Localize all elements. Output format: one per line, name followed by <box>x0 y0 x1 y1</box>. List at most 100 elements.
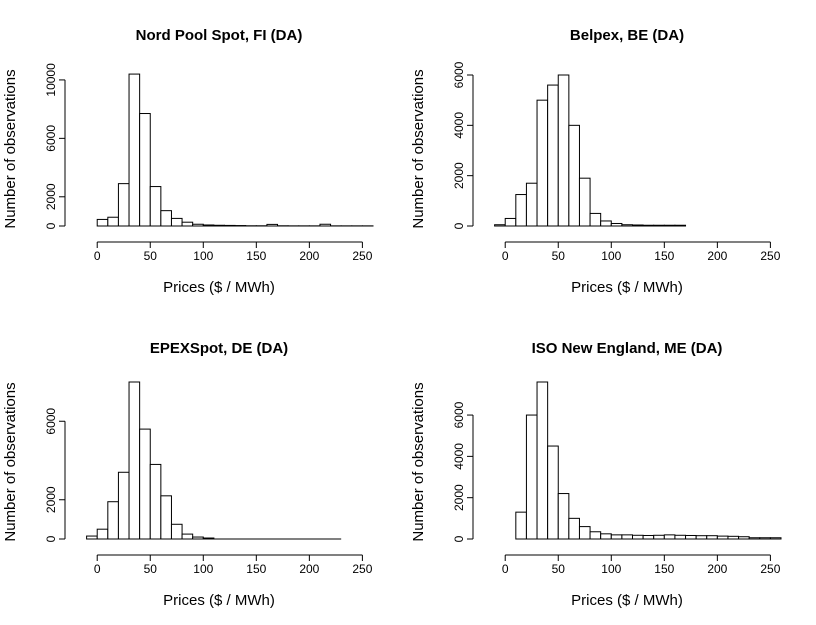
histogram-bar <box>107 216 119 227</box>
histogram-bar <box>213 224 225 227</box>
histogram-bar <box>663 224 676 227</box>
histogram-bar <box>568 124 580 227</box>
y-tick-label: 2000 <box>452 162 466 189</box>
y-tick-label: 2000 <box>452 484 466 511</box>
y-tick-label: 0 <box>452 535 466 542</box>
histogram-bar <box>547 445 559 540</box>
histogram-bar <box>600 220 612 227</box>
histogram-bar <box>117 471 130 540</box>
histogram-bar <box>738 536 750 540</box>
histogram-bar <box>663 534 676 540</box>
histogram-bar <box>181 533 194 540</box>
x-tick-label: 150 <box>246 249 266 263</box>
x-tick-label: 250 <box>760 562 780 576</box>
x-tick-label: 100 <box>601 249 621 263</box>
x-tick-label: 250 <box>352 249 372 263</box>
histogram-bar <box>653 534 665 540</box>
histogram-bar <box>515 194 527 227</box>
histogram-bar <box>160 210 172 227</box>
histogram-bar <box>557 493 570 540</box>
y-tick-label: 0 <box>44 535 58 542</box>
x-tick-label: 100 <box>193 562 213 576</box>
histogram-bar <box>578 177 591 227</box>
x-tick-label: 200 <box>707 249 727 263</box>
histogram-bar <box>589 531 602 540</box>
chart-title: ISO New England, ME (DA) <box>532 340 723 357</box>
histogram-bar <box>128 73 141 227</box>
histogram-bar <box>160 495 172 540</box>
histogram-bar <box>727 535 740 540</box>
histogram-bar <box>642 534 655 540</box>
histogram-bar <box>149 186 162 227</box>
histogram-bar <box>653 224 665 227</box>
histogram-bar <box>632 534 644 540</box>
y-tick-label: 4000 <box>452 112 466 139</box>
chart-title: Nord Pool Spot, FI (DA) <box>136 27 303 44</box>
x-axis-label: Prices ($ / MWh) <box>571 592 683 609</box>
y-tick-label: 0 <box>452 222 466 229</box>
histogram-bar <box>266 223 279 227</box>
histogram-bar <box>504 217 517 227</box>
histogram-bar <box>557 74 570 227</box>
histogram-bar <box>202 537 215 540</box>
x-tick-label: 250 <box>352 562 372 576</box>
x-tick-label: 200 <box>299 562 319 576</box>
histogram-bar <box>621 534 633 540</box>
histogram-bar <box>547 84 559 227</box>
histogram-bar <box>621 224 633 227</box>
histogram-bar <box>716 535 729 540</box>
x-tick-label: 100 <box>193 249 213 263</box>
histogram-bar <box>525 414 538 540</box>
histogram-bar <box>149 463 162 540</box>
histogram-bar <box>536 99 549 227</box>
x-axis-label: Prices ($ / MWh) <box>163 592 275 609</box>
x-tick-label: 200 <box>707 562 727 576</box>
histogram-bar <box>769 537 782 540</box>
histogram-bar <box>224 224 236 227</box>
histogram-bar <box>674 224 687 227</box>
histogram-bar <box>568 517 580 540</box>
histogram-panel-1: Nord Pool Spot, FI (DA) Prices ($ / MWh) N… <box>2 27 374 296</box>
histogram-panel-2: Belpex, BE (DA) Prices ($ / MWh) Number of… <box>410 27 781 296</box>
histogram-bar <box>192 223 204 227</box>
x-tick-label: 50 <box>144 249 158 263</box>
x-tick-label: 200 <box>299 249 319 263</box>
y-tick-label: 6000 <box>452 61 466 88</box>
histogram-bar <box>674 534 687 540</box>
y-tick-label: 2000 <box>44 183 58 210</box>
histogram-bar <box>86 535 98 540</box>
histogram-bar <box>706 535 718 540</box>
histogram-bar <box>748 537 761 540</box>
y-axis-label: Number of observations <box>2 69 19 228</box>
x-axis-label: Prices ($ / MWh) <box>163 279 275 296</box>
histogram-bar <box>610 534 623 540</box>
x-tick-label: 50 <box>552 562 566 576</box>
histogram-bar <box>685 534 697 540</box>
histogram-bar <box>202 224 215 227</box>
histogram-bar <box>117 183 130 227</box>
y-tick-label: 0 <box>44 222 58 229</box>
histogram-bar <box>139 113 151 227</box>
histogram-bar <box>107 501 119 540</box>
x-tick-label: 250 <box>760 249 780 263</box>
histogram-bar <box>139 428 151 540</box>
histogram-bar <box>610 222 623 227</box>
histogram-bar <box>96 528 109 540</box>
x-axis-label: Prices ($ / MWh) <box>571 279 683 296</box>
chart-title: EPEXSpot, DE (DA) <box>150 340 288 357</box>
y-axis-label: Number of observations <box>410 382 427 541</box>
x-tick-label: 0 <box>502 562 509 576</box>
y-tick-label: 6000 <box>44 125 58 152</box>
histogram-panel-3: EPEXSpot, DE (DA) Prices ($ / MWh) Number … <box>2 340 373 609</box>
histogram-bar <box>515 511 527 540</box>
chart-title: Belpex, BE (DA) <box>570 27 684 44</box>
histogram-bar <box>759 537 771 540</box>
histogram-bar <box>319 223 332 227</box>
x-tick-label: 0 <box>502 249 509 263</box>
histogram-bar <box>96 218 109 227</box>
y-axis-label: Number of observations <box>410 69 427 228</box>
histogram-bar <box>600 533 612 540</box>
histogram-bar <box>589 212 602 227</box>
y-tick-label: 2000 <box>44 486 58 513</box>
